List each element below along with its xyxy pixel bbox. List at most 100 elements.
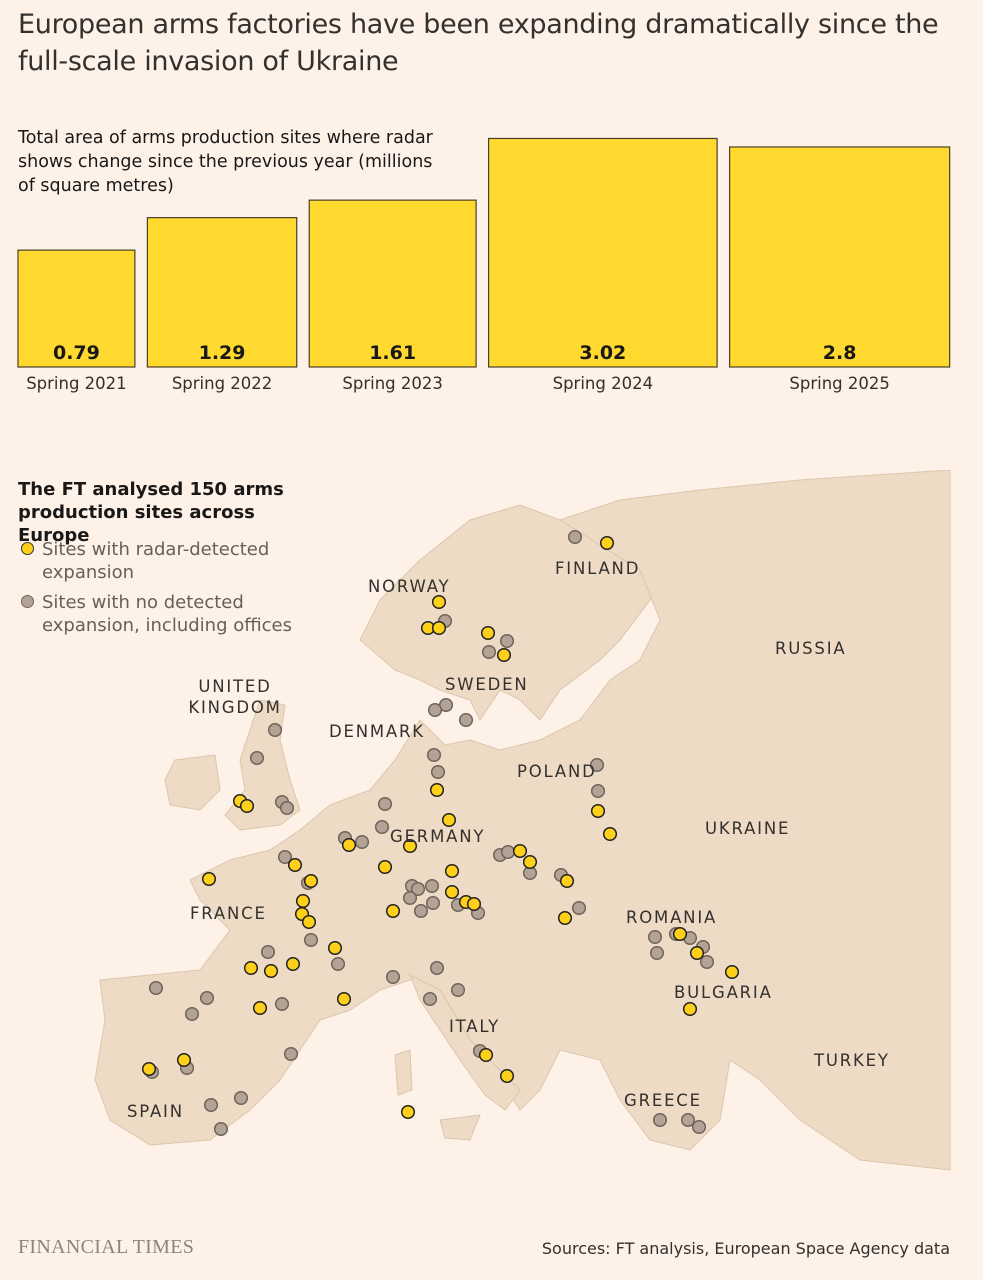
site-dot-expansion — [285, 956, 301, 972]
site-dot-expansion — [301, 914, 317, 930]
country-label-france: FRANCE — [190, 904, 267, 923]
category-label: Spring 2022 — [172, 374, 272, 393]
site-dot-expansion — [480, 625, 496, 641]
site-dot-no-expansion — [374, 819, 390, 835]
map-land-sardinia — [394, 1049, 413, 1096]
site-dot-no-expansion — [354, 834, 370, 850]
chart-title: European arms factories have been expand… — [18, 9, 939, 77]
site-dot-no-expansion — [267, 722, 283, 738]
site-dot-expansion — [341, 837, 357, 853]
site-dot-expansion — [431, 620, 447, 636]
site-dot-expansion — [377, 859, 393, 875]
site-dot-expansion — [682, 1001, 698, 1017]
site-dot-no-expansion — [425, 895, 441, 911]
country-label-uk: UNITED KINGDOM — [188, 677, 282, 717]
site-dot-expansion — [599, 535, 615, 551]
site-dot-expansion — [385, 903, 401, 919]
site-dot-expansion — [429, 782, 445, 798]
site-dot-expansion — [557, 910, 573, 926]
site-dot-expansion — [672, 926, 688, 942]
site-dot-expansion — [141, 1061, 157, 1077]
site-dot-no-expansion — [590, 783, 606, 799]
country-label-poland: POLAND — [517, 762, 597, 781]
site-dot-expansion — [263, 963, 279, 979]
site-dot-no-expansion — [385, 969, 401, 985]
map-land-continent — [94, 470, 951, 1171]
category-label: Spring 2025 — [789, 374, 889, 393]
site-dot-expansion — [327, 940, 343, 956]
country-label-germany: GERMANY — [390, 827, 486, 846]
site-dot-expansion — [444, 884, 460, 900]
site-dot-no-expansion — [691, 1119, 707, 1135]
site-dot-no-expansion — [450, 982, 466, 998]
site-dot-no-expansion — [260, 944, 276, 960]
site-dot-no-expansion — [680, 1112, 696, 1128]
bar-chart: 0.79 Spring 2021 1.29 Spring 2022 1.61 Spring… — [17, 137, 951, 393]
site-dot-no-expansion — [199, 990, 215, 1006]
legend-item-expansion: Sites with radar-detected expansion — [18, 538, 318, 584]
bar-value-label: 3.02 — [579, 342, 626, 364]
map-land-scandinavia — [359, 504, 661, 721]
site-dot-no-expansion — [413, 903, 429, 919]
site-dot-no-expansion — [303, 932, 319, 948]
country-label-finland: FINLAND — [555, 559, 641, 578]
category-label: Spring 2024 — [553, 374, 653, 393]
chart-subtitle: Total area of arms production sites wher… — [18, 128, 433, 196]
site-dot-expansion — [559, 873, 575, 889]
site-dot-no-expansion — [377, 796, 393, 812]
site-dot-expansion — [402, 838, 418, 854]
bar-spring-2025 — [729, 146, 951, 368]
map-title: The FT analysed 150 arms production site… — [18, 479, 284, 546]
ft-logo: FINANCIAL TIMES — [18, 1236, 195, 1258]
site-dot-no-expansion — [283, 1046, 299, 1062]
country-label-spain: SPAIN — [127, 1102, 184, 1121]
site-dot-no-expansion — [571, 900, 587, 916]
site-dot-expansion — [499, 1068, 515, 1084]
site-dot-expansion — [724, 964, 740, 980]
country-label-italy: ITALY — [449, 1017, 501, 1036]
site-dot-expansion — [466, 896, 482, 912]
site-dot-no-expansion — [647, 929, 663, 945]
europe-map — [94, 470, 951, 1171]
country-label-romania: ROMANIA — [626, 908, 718, 927]
site-dot-no-expansion — [274, 996, 290, 1012]
site-dot-expansion — [295, 893, 311, 909]
site-dot-no-expansion — [422, 991, 438, 1007]
site-dot-expansion — [336, 991, 352, 1007]
site-dot-no-expansion — [184, 1006, 200, 1022]
site-dot-no-expansion — [330, 956, 346, 972]
country-label-sweden: SWEDEN — [445, 675, 529, 694]
site-dot-expansion — [400, 1104, 416, 1120]
site-dot-expansion — [441, 812, 457, 828]
site-dot-expansion — [602, 826, 618, 842]
site-dot-expansion — [201, 871, 217, 887]
site-dot-no-expansion — [458, 712, 474, 728]
site-dot-no-expansion — [233, 1090, 249, 1106]
legend-item-no-expansion: Sites with no detected expansion, includ… — [18, 591, 318, 637]
site-dot-expansion — [689, 945, 705, 961]
site-dot-no-expansion — [500, 844, 516, 860]
legend-label: Sites with radar-detected expansion — [42, 539, 270, 583]
site-dot-expansion — [590, 803, 606, 819]
site-dot-no-expansion — [699, 954, 715, 970]
country-label-greece: GREECE — [624, 1091, 702, 1110]
country-label-turkey: TURKEY — [814, 1051, 890, 1070]
map-land-sicily — [439, 1114, 481, 1141]
site-dot-no-expansion — [429, 960, 445, 976]
source-note: Sources: FT analysis, European Space Age… — [541, 1239, 950, 1258]
bar-spring-2021 — [17, 249, 136, 368]
bar-value-label: 0.79 — [53, 342, 100, 364]
site-dot-no-expansion — [652, 1112, 668, 1128]
site-dot-expansion — [243, 960, 259, 976]
map-legend: Sites with radar-detected expansion Site… — [18, 538, 318, 644]
site-dot-expansion — [303, 873, 319, 889]
site-dot-no-expansion — [203, 1097, 219, 1113]
site-dot-expansion — [239, 798, 255, 814]
site-dot-no-expansion — [410, 881, 426, 897]
site-dot-expansion — [444, 863, 460, 879]
category-label: Spring 2023 — [342, 374, 442, 393]
bar-value-label: 1.29 — [199, 342, 246, 364]
site-dot-no-expansion — [424, 878, 440, 894]
country-label-russia: RUSSIA — [775, 639, 847, 658]
country-label-bulgaria: BULGARIA — [674, 983, 773, 1002]
